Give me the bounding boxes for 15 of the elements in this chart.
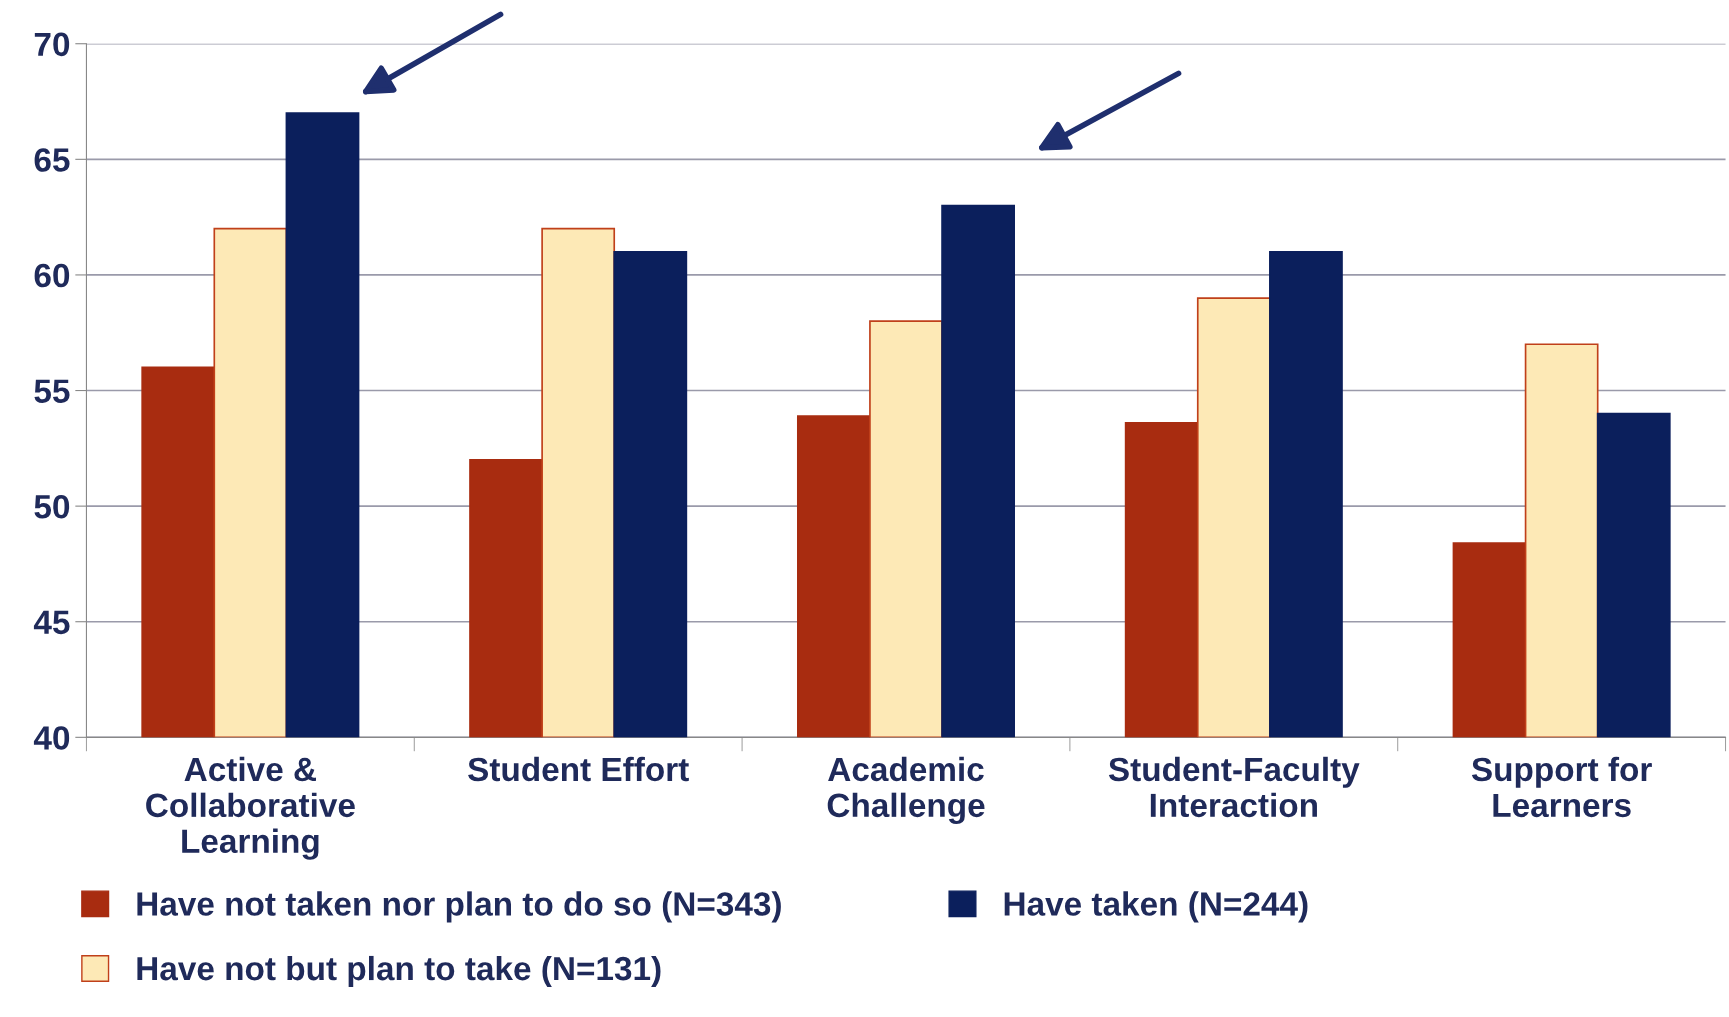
y-tick-label: 40	[33, 726, 70, 750]
y-tick-label: 45	[33, 610, 70, 635]
y-tick-label: 50	[34, 494, 70, 519]
y-tick-label: 60	[34, 263, 70, 288]
y-tick-label: 70	[34, 32, 70, 57]
legend-label: Have taken (N=244)	[1004, 891, 1308, 923]
x-tick-label: Active & Collaborative Learning	[146, 756, 355, 860]
x-tick-label: Student Effort	[468, 756, 689, 782]
x-tick-label: Student-Faculty Interaction	[1108, 756, 1360, 818]
legend-label: Have not taken nor plan to do so (N=343)	[137, 891, 781, 923]
y-tick-label: 55	[34, 379, 70, 403]
legend-label: Have not but plan to take (N=131)	[137, 955, 661, 987]
x-tick-label: Support for Learners	[1471, 756, 1652, 818]
x-tick-label: Academic Challenge	[827, 756, 985, 824]
y-tick-label: 65	[34, 148, 70, 172]
